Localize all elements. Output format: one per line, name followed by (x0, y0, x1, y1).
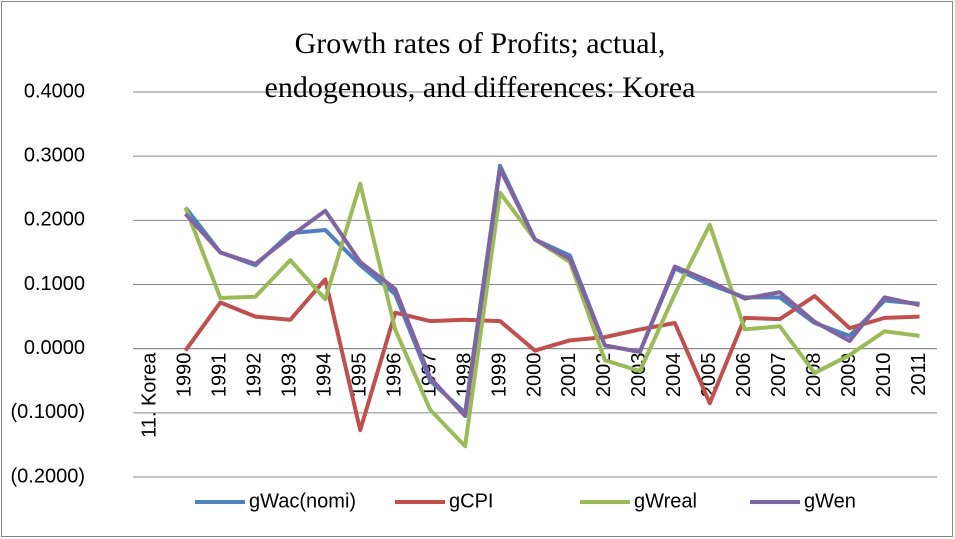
y-tick-label: (0.2000) (11, 465, 86, 487)
x-tick-label: 2011 (908, 353, 930, 396)
x-tick-label: 2004 (663, 353, 685, 398)
y-tick-label: 0.1000 (24, 273, 85, 295)
y-tick-label: (0.1000) (11, 401, 86, 423)
y-tick-label: 0.0000 (24, 337, 85, 359)
y-tick-label: 0.4000 (24, 80, 85, 102)
y-tick-label: 0.3000 (24, 144, 85, 166)
y-tick-label: 0.2000 (24, 209, 85, 231)
legend-label: gWreal (634, 490, 697, 512)
x-tick-label: 1999 (488, 353, 510, 398)
x-tick-label: 1993 (279, 353, 301, 398)
x-tick-label: 1994 (314, 353, 336, 398)
legend-label: gWac(nomi) (249, 490, 356, 512)
x-tick-label: 2006 (733, 353, 755, 398)
legend-label: gCPI (449, 490, 493, 512)
x-tick-label: 11. Korea (139, 352, 161, 438)
x-tick-label: 2000 (523, 353, 545, 398)
x-tick-label: 1990 (174, 353, 196, 398)
x-tick-label: 1995 (348, 353, 370, 398)
x-tick-label: 2007 (768, 353, 790, 398)
x-tick-label: 2009 (838, 353, 860, 398)
chart-title: Growth rates of Profits; actual, endogen… (264, 27, 696, 104)
x-tick-label: 2001 (558, 353, 580, 398)
x-tick-label: 1996 (383, 353, 405, 398)
x-tick-label: 2010 (873, 353, 895, 398)
x-tick-label: 1991 (209, 353, 231, 398)
legend-label: gWen (804, 490, 856, 512)
x-tick-label: 1992 (244, 353, 266, 398)
series-line (183, 167, 920, 419)
